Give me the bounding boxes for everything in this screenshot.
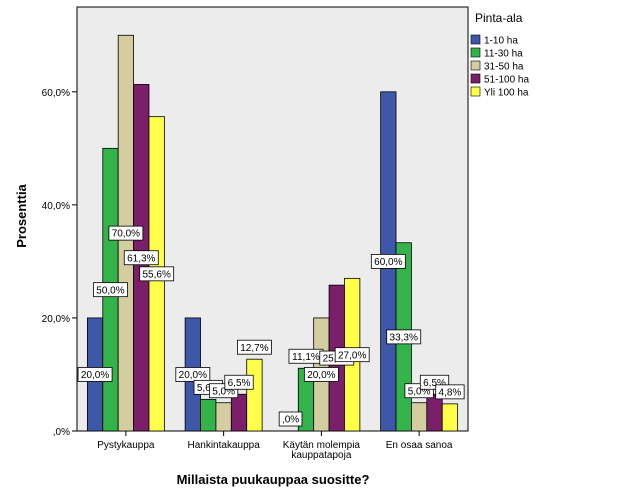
data-label: 70,0%: [108, 225, 144, 241]
legend-label: 11-30 ha: [484, 49, 523, 60]
data-label-text: 5,6%: [197, 383, 220, 394]
x-tick-label: kauppatapoja: [291, 450, 351, 461]
legend-swatch: [470, 47, 481, 58]
data-label-box: [175, 367, 211, 382]
legend-label: 1-10 ha: [484, 36, 518, 47]
data-label-text: 55,6%: [142, 269, 170, 280]
bar: [230, 393, 248, 432]
legend: Pinta-ala 1-10 ha 11-30 ha 31-50 ha 51-100 …: [470, 11, 529, 99]
data-label: 20,0%: [77, 367, 113, 382]
data-label: 27,0%: [334, 347, 370, 363]
y-axis: ,0% 20,0% 40,0% 60,0%: [42, 88, 77, 438]
bar: [441, 403, 459, 432]
data-label-text: 12,7%: [240, 343, 268, 354]
data-labels: 20,0% 20,0% ,0% 60,0% 50,0% 5,6% 11,1% 33,3% 70,…: [77, 225, 465, 427]
data-label: 11,1%: [288, 348, 324, 364]
data-label: 20,0%: [303, 367, 339, 382]
data-label-text: 4,8%: [439, 387, 462, 398]
x-axis: Pystykauppa Hankintakauppa Käytän molempia…: [97, 431, 453, 461]
data-label-text: 20,0%: [179, 370, 207, 381]
data-label-text: 20,0%: [81, 370, 109, 381]
bar: [215, 402, 232, 432]
data-label-box: [77, 367, 113, 382]
data-label-text: 5,0%: [212, 386, 235, 397]
data-label-box: [93, 282, 128, 298]
data-label-box: [435, 384, 465, 400]
data-label-text: 27,0%: [338, 350, 366, 361]
data-label: 61,3%: [123, 250, 159, 266]
legend-swatch: [470, 73, 481, 84]
y-tick-label: ,0%: [53, 427, 70, 438]
bar: [200, 398, 217, 432]
bar: [426, 393, 443, 432]
data-label: 50,0%: [93, 282, 128, 298]
data-label-text: 6,5%: [423, 378, 446, 389]
data-label-text: 61,3%: [127, 253, 155, 264]
data-label: 33,3%: [386, 329, 422, 345]
data-label: 12,7%: [237, 339, 272, 355]
data-label-box: [237, 339, 272, 355]
data-label-box: [139, 266, 175, 282]
bar: [246, 358, 263, 432]
data-label-text: 60,0%: [374, 257, 402, 268]
data-label-text: 20,0%: [307, 370, 335, 381]
data-label: 60,0%: [370, 253, 406, 269]
data-label-box: [278, 411, 303, 427]
x-axis-title: Millaista puukauppaa suositte?: [177, 472, 370, 487]
data-label-text: ,0%: [282, 415, 299, 426]
data-label-text: 70,0%: [112, 229, 140, 240]
x-tick-label: En osaa sanoa: [386, 440, 453, 451]
legend-swatch: [470, 86, 481, 97]
data-label-text: 11,1%: [292, 352, 320, 363]
data-label-text: 6,5%: [228, 378, 251, 389]
legend-label: 31-50 ha: [484, 62, 524, 73]
data-label: 20,0%: [175, 367, 211, 382]
data-label-text: 50,0%: [96, 285, 124, 296]
y-tick-label: 60,0%: [42, 88, 70, 99]
data-label-box: [334, 347, 370, 363]
bar: [411, 402, 428, 432]
data-label: 6,5%: [224, 374, 254, 390]
y-axis-title: Prosenttia: [14, 183, 29, 247]
data-label-box: [370, 253, 406, 269]
legend-label: 51-100 ha: [484, 75, 529, 86]
x-tick-label: Käytän molempia: [283, 440, 361, 451]
data-label: ,0%: [278, 411, 303, 427]
data-label-box: [108, 225, 144, 241]
legend-title: Pinta-ala: [475, 11, 523, 25]
x-tick-label: Hankintakauppa: [187, 440, 260, 451]
data-label-box: [123, 250, 159, 266]
x-tick-label: Pystykauppa: [97, 440, 155, 451]
data-label: 4,8%: [435, 384, 465, 400]
data-label-text: 33,3%: [390, 332, 418, 343]
y-tick-label: 20,0%: [42, 314, 70, 325]
data-label-box: [386, 329, 422, 345]
data-label-text: 5,0%: [408, 386, 431, 397]
y-tick-label: 40,0%: [42, 201, 70, 212]
data-label-box: [224, 374, 254, 390]
legend-swatch: [470, 60, 481, 71]
legend-swatch: [470, 34, 481, 45]
data-label-box: [303, 367, 339, 382]
data-label: 55,6%: [139, 266, 175, 282]
legend-label: Yli 100 ha: [484, 88, 529, 99]
